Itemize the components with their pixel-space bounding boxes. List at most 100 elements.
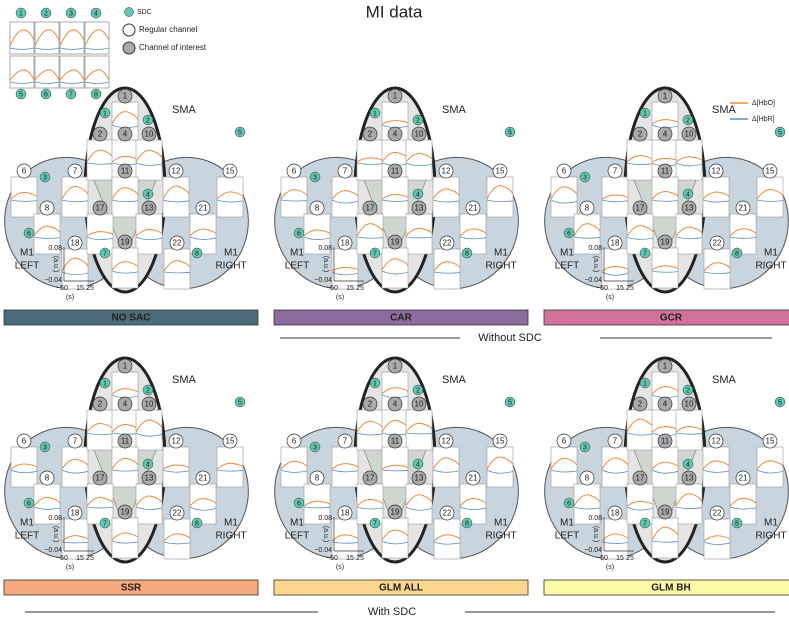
channel-number: 7 [613,167,618,176]
channel-number: 7 [613,437,618,446]
sdc-number: 5 [19,91,23,98]
sdc-marker [39,171,51,183]
hbo-curve [111,111,139,125]
channel-box [280,446,308,488]
channel-marker [387,433,403,449]
channel-marker [657,88,673,104]
sdc-number: 4 [686,191,690,198]
hbr-curve [405,432,433,435]
sdc-number: 8 [465,520,469,527]
channel-marker [309,200,325,216]
channel-number: 7 [73,167,78,176]
channel-marker [465,200,481,216]
channel-marker [141,126,157,142]
channel-box [432,176,460,218]
sdc-number: 1 [373,110,377,117]
y-axis-label: (a.u.) [52,256,59,272]
sdc-number: 2 [146,117,150,124]
hbo-curve [405,153,433,163]
sdc-marker [639,107,651,119]
channel-box [405,213,433,255]
hbo-curve [111,457,139,470]
channel-number: 8 [45,474,50,483]
hbo-curve [135,495,163,507]
channel-number: 17 [96,204,105,213]
y-tick-label: −0.04 [584,547,602,554]
channel-box [675,139,703,181]
m1-label: LEFT [285,531,309,542]
y-axis-label: (a.u.) [322,526,329,542]
channel-box [381,517,409,559]
channel-box [601,518,629,560]
hbr-curve [86,506,114,509]
hbr-curve [111,270,139,274]
channel-box [405,409,433,451]
sdc-number: 8 [195,250,199,257]
inset-curve [9,47,35,50]
channel-number: 19 [391,238,400,247]
hbo-curve [702,191,730,200]
m1-label: RIGHT [485,261,516,272]
hbo-curve [675,156,703,163]
channel-box [626,213,654,255]
hbr-curve [675,506,703,509]
sdc-marker [65,7,77,19]
hbo-curve [550,186,578,200]
inset-curve [84,69,110,81]
channel-marker [337,163,353,179]
channel-marker [117,234,133,250]
hbo-curve [303,229,331,237]
channel-number: 17 [96,474,105,483]
sdc-marker [142,188,154,200]
sdc-number: 1 [373,380,377,387]
inset: 1 2 3 4 5 6 7 8 [9,7,110,100]
sdc-marker [579,171,591,183]
sdc-number: 3 [69,10,73,17]
channel-box [459,483,487,525]
x-tick-label: −50 [596,555,608,562]
hbo-curve [381,387,409,395]
sdc-number: 3 [313,444,317,451]
hbo-curve [356,499,384,507]
sdc-number: 1 [103,380,107,387]
channel-box [86,409,114,451]
m1-label: M1 [764,518,778,529]
sdc-number: 5 [238,129,242,136]
channel-box [135,409,163,451]
hbo-curve [61,535,89,542]
method-label: CAR [390,313,412,324]
hbr-curve [756,469,784,474]
hbr-curve [486,469,514,474]
sdc-number: 5 [778,399,782,406]
hbo-curve [729,497,757,507]
channel-number: 17 [636,204,645,213]
channel-box [10,176,38,218]
hbr-curve [86,162,114,165]
y-tick-label: −0.04 [44,277,62,284]
channel-marker [67,433,83,449]
channel-number: 15 [766,437,775,446]
sdc-marker [191,517,203,529]
hbr-curve [381,199,409,202]
hbo-curve [162,185,190,200]
channel-box [651,446,679,488]
channel-box [135,213,163,255]
hbo-curve [675,493,703,507]
hbr-curve [675,162,703,167]
channel-marker [387,504,403,520]
sdc-marker [90,7,102,19]
sdc-number: 7 [103,250,107,257]
m1-label: M1 [560,248,574,259]
hbr-curve [86,432,114,436]
x-tick-label: 15 [76,285,84,292]
hbo-curve [10,463,38,470]
m1-label: M1 [764,248,778,259]
method-bar [3,309,259,326]
method-label: NO SAC [112,313,151,324]
hbr-curve [703,541,731,545]
sdc-marker [99,107,111,119]
channel-number: 15 [226,167,235,176]
sdc-marker [293,227,305,239]
channel-number: 18 [71,239,80,248]
